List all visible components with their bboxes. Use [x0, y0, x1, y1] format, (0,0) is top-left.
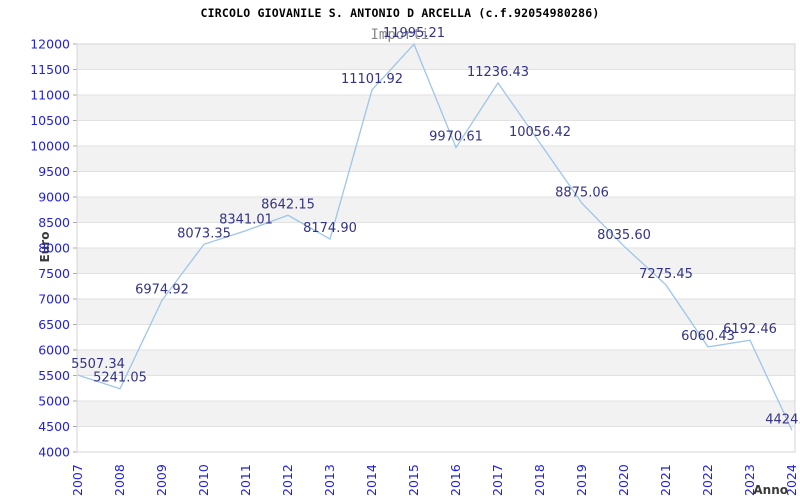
data-point-label: 8035.60	[597, 228, 651, 243]
y-tick-label: 4500	[38, 419, 70, 434]
data-point-label: 6974.92	[135, 282, 189, 297]
y-tick-label: 6500	[38, 317, 70, 332]
y-tick-label: 11500	[30, 62, 70, 77]
data-point-label: 7275.45	[639, 267, 693, 282]
x-tick-label: 2015	[406, 464, 421, 496]
x-tick-label: 2019	[574, 464, 589, 496]
data-point-label: 6060.43	[681, 329, 735, 344]
chart-subtitle: Importi	[370, 27, 430, 43]
data-point-label: 8341.01	[219, 213, 273, 228]
y-tick-label: 8500	[38, 215, 70, 230]
y-tick-label: 8000	[38, 241, 70, 256]
data-point-label: 6192.46	[723, 322, 777, 337]
data-point-label: 5507.34	[71, 357, 125, 372]
grid-band	[77, 197, 795, 223]
y-tick-label: 9500	[38, 164, 70, 179]
grid-band	[77, 248, 795, 274]
data-point-label: 11995.21	[383, 26, 445, 41]
data-point-label: 9970.61	[429, 129, 483, 144]
y-tick-label: 7500	[38, 266, 70, 281]
x-tick-label: 2008	[112, 464, 127, 496]
y-tick-label: 11000	[30, 88, 70, 103]
grid-band	[77, 146, 795, 172]
x-tick-label: 2017	[490, 464, 505, 496]
y-tick-label: 4000	[38, 445, 70, 460]
y-tick-label: 6000	[38, 343, 70, 358]
data-point-label: 8642.15	[261, 197, 315, 212]
y-tick-label: 10500	[30, 113, 70, 128]
data-point-label: 10056.42	[509, 125, 571, 140]
x-tick-label: 2013	[322, 464, 337, 496]
y-tick-label: 7000	[38, 292, 70, 307]
x-tick-label: 2021	[658, 464, 673, 496]
x-tick-label: 2016	[448, 464, 463, 496]
chart-title: CIRCOLO GIOVANILE S. ANTONIO D ARCELLA (…	[200, 6, 600, 20]
x-axis-title: Anno	[753, 483, 788, 497]
grid-band	[77, 299, 795, 325]
x-tick-label: 2020	[616, 464, 631, 496]
grid-band	[77, 401, 795, 427]
data-point-label: 8875.06	[555, 185, 609, 200]
x-tick-label: 2009	[154, 464, 169, 496]
x-tick-label: 2012	[280, 464, 295, 496]
data-point-label: 5241.05	[93, 371, 147, 386]
x-tick-label: 2011	[238, 464, 253, 496]
y-tick-label: 9000	[38, 190, 70, 205]
data-line	[77, 43, 793, 431]
y-tick-label: 10000	[30, 139, 70, 154]
grid-band	[77, 350, 795, 376]
y-tick-label: 5500	[38, 368, 70, 383]
y-tick-label: 12000	[30, 37, 70, 52]
plot-border	[76, 43, 796, 453]
x-tick-label: 2024	[784, 464, 799, 496]
data-point-label: 8073.35	[177, 226, 231, 241]
x-tick-label: 2023	[742, 464, 757, 496]
data-point-label: 8174.90	[303, 221, 357, 236]
x-tick-label: 2018	[532, 464, 547, 496]
y-tick-label: 5000	[38, 394, 70, 409]
x-tick-label: 2007	[70, 464, 85, 496]
data-point-label: 4424.9	[765, 412, 800, 427]
grid-band	[77, 44, 795, 70]
x-tick-label: 2022	[700, 464, 715, 496]
x-tick-label: 2010	[196, 464, 211, 496]
data-point-label: 11236.43	[467, 65, 529, 80]
data-point-label: 11101.92	[341, 72, 403, 87]
x-tick-label: 2014	[364, 464, 379, 496]
